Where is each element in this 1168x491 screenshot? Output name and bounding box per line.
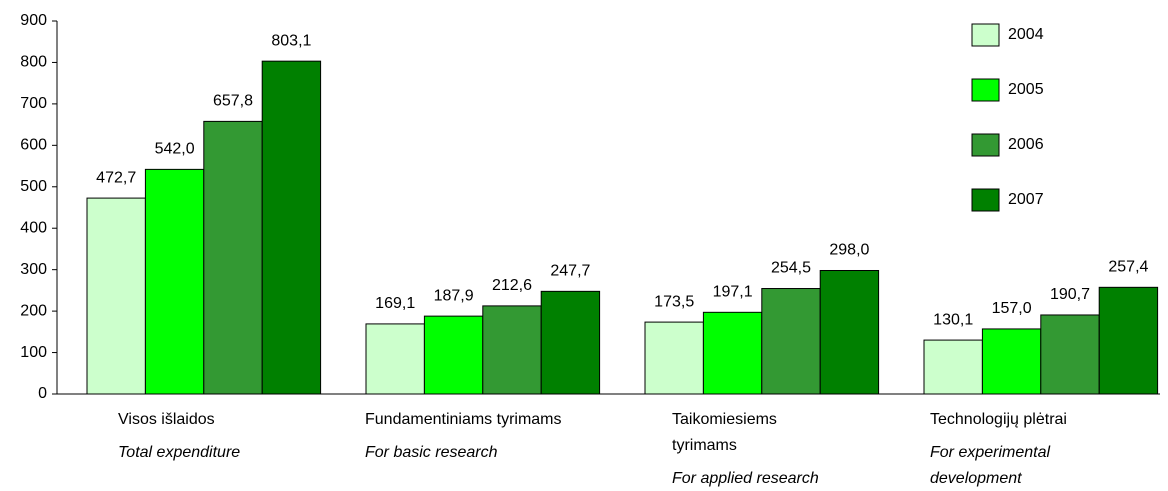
bar [1098,286,1159,395]
value-label: 173,5 [654,293,694,310]
bar [981,328,1042,395]
y-tick-label: 400 [20,219,47,236]
bar [423,315,484,395]
bar [702,311,763,395]
value-label: 298,0 [829,242,869,259]
category-name-en: For experimental development [930,444,1051,487]
bar [86,197,146,395]
y-tick-label: 700 [20,95,47,112]
value-label: 247,7 [550,263,590,280]
bar [482,305,542,395]
legend-label: 2005 [1008,81,1044,98]
value-label: 197,1 [713,284,753,301]
y-tick-label: 300 [20,261,47,278]
legend-swatch [971,23,1000,47]
value-label: 803,1 [271,32,311,49]
bar [1040,314,1100,395]
legend-swatch [971,78,1000,102]
value-label: 472,7 [96,169,136,186]
value-label: 190,7 [1050,286,1090,303]
category-name: Technologijų plėtrai [930,411,1067,428]
legend-label: 2006 [1008,136,1044,153]
y-tick-label: 600 [20,137,47,154]
y-tick-label: 0 [38,385,47,402]
bar [923,339,983,395]
legend-swatch [971,133,1000,157]
category-name-en: For applied research [672,470,819,487]
value-label: 169,1 [375,295,415,312]
category-label: Fundamentiniams tyrimams For basic resear… [365,407,645,466]
bar [261,60,322,395]
value-label: 254,5 [771,260,811,277]
y-tick-label: 800 [20,54,47,71]
value-label: 157,0 [992,300,1032,317]
y-tick-label: 500 [20,178,47,195]
bar [540,290,601,395]
y-tick-label: 900 [20,12,47,29]
bar [365,323,425,395]
category-label: Visos išlaidos Total expenditure [118,407,338,466]
value-label: 257,4 [1108,259,1148,276]
legend-label: 2007 [1008,191,1044,208]
y-tick-label: 200 [20,302,47,319]
category-name-en: For basic research [365,444,498,461]
category-name: Visos išlaidos [118,411,215,428]
value-label: 187,9 [434,287,474,304]
category-name: Fundamentiniams tyrimams [365,411,562,428]
value-label: 657,8 [213,93,253,110]
category-label: Taikomiesiems tyrimams For applied resear… [672,407,892,491]
value-label: 212,6 [492,277,532,294]
legend-swatch [971,188,1000,212]
category-label: Technologijų plėtrai For experimental dev… [930,407,1160,491]
category-name: Taikomiesiems tyrimams [672,411,777,454]
value-label: 542,0 [155,141,195,158]
bar [203,120,263,395]
value-label: 130,1 [933,311,973,328]
category-name-en: Total expenditure [118,444,241,461]
legend-label: 2004 [1008,26,1044,43]
bar [144,168,205,395]
bar [819,269,880,395]
bar [761,288,821,395]
bar [644,321,704,395]
y-tick-label: 100 [20,344,47,361]
